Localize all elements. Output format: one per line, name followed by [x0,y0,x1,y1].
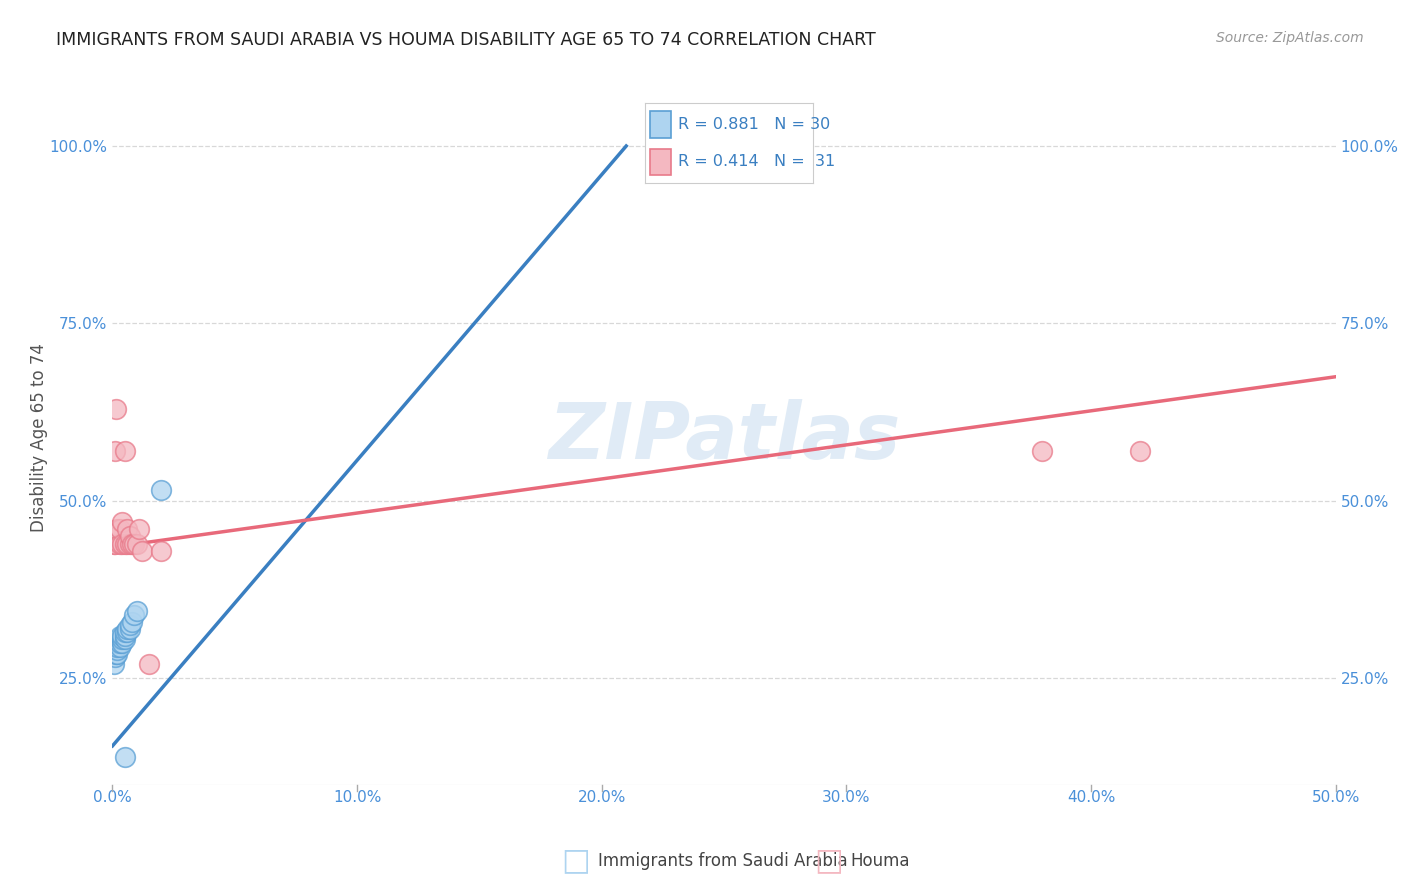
Point [104,444,127,458]
Text: □: □ [561,847,591,875]
Point [104,640,127,654]
Point [108,632,131,647]
Point [121,615,143,629]
Point [114,625,136,640]
Point [108,640,131,654]
Point [111,632,134,647]
Point [124,536,146,550]
Point [118,622,141,636]
Text: Houma: Houma [851,852,910,870]
Point [111,636,134,650]
Point [111,629,134,643]
Text: R = 0.881   N = 30: R = 0.881 N = 30 [678,117,831,132]
Point [115,536,138,550]
Point [150,543,173,558]
Point [128,522,150,536]
Point [105,647,128,661]
Point [105,643,128,657]
Point [114,632,136,647]
Point [108,629,131,643]
Point [124,607,146,622]
Point [1129,444,1152,458]
Point [115,522,138,536]
Point [104,636,127,650]
Point [103,647,125,661]
Point [1031,444,1053,458]
Point [105,640,128,654]
Point [103,536,125,550]
FancyBboxPatch shape [650,112,672,137]
Point [105,647,128,661]
Point [105,640,128,654]
Point [105,529,128,543]
Point [125,604,148,618]
Point [118,618,141,632]
Point [105,522,128,536]
Point [150,483,173,498]
Point [115,622,138,636]
Point [125,536,148,550]
Text: IMMIGRANTS FROM SAUDI ARABIA VS HOUMA DISABILITY AGE 65 TO 74 CORRELATION CHART: IMMIGRANTS FROM SAUDI ARABIA VS HOUMA DI… [56,31,876,49]
Point [105,636,128,650]
Point [114,536,136,550]
Text: Immigrants from Saudi Arabia: Immigrants from Saudi Arabia [598,852,848,870]
Point [115,625,138,640]
Point [121,536,143,550]
Point [108,636,131,650]
Point [108,536,131,550]
FancyBboxPatch shape [650,149,672,175]
Point [111,536,134,550]
Point [114,749,136,764]
Y-axis label: Disability Age 65 to 74: Disability Age 65 to 74 [30,343,48,532]
Point [107,636,129,650]
Point [111,516,134,530]
Point [114,629,136,643]
Point [104,650,127,665]
Text: □: □ [814,847,844,875]
Point [138,657,160,672]
Point [105,401,128,416]
Point [114,444,136,458]
Text: Source: ZipAtlas.com: Source: ZipAtlas.com [1216,31,1364,45]
Text: R = 0.414   N =  31: R = 0.414 N = 31 [678,154,835,169]
Point [108,522,131,536]
Text: ZIPatlas: ZIPatlas [548,399,900,475]
Point [118,536,141,550]
Point [103,657,125,672]
Point [131,543,153,558]
Point [118,529,141,543]
Point [104,536,127,550]
